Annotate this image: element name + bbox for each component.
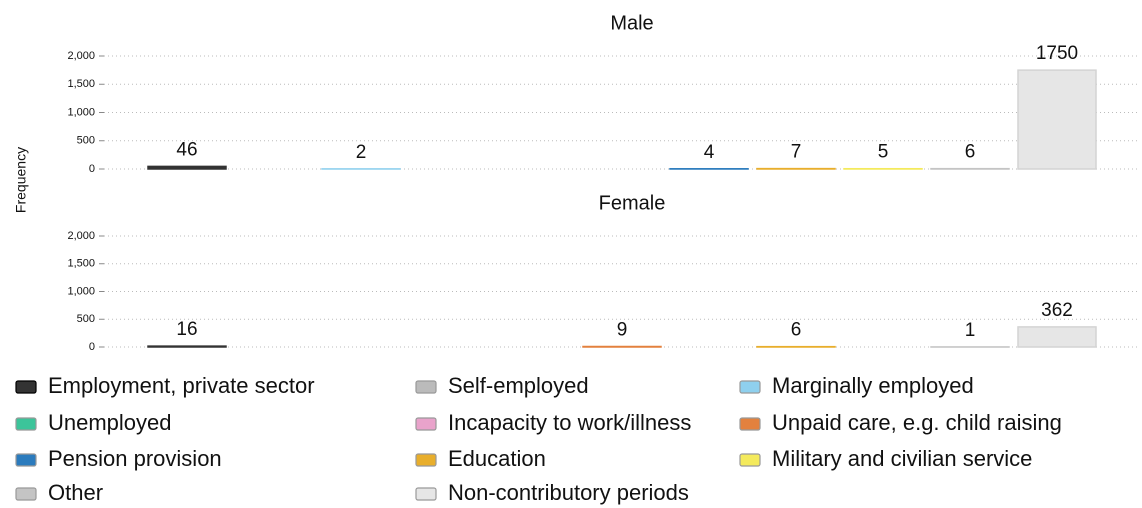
y-tick-label: 500 [77, 313, 95, 325]
bar [1017, 326, 1097, 348]
data-label: 9 [617, 320, 628, 341]
y-tick-label: 1,500 [67, 78, 95, 90]
legend-swatch [415, 487, 437, 501]
y-tick-label: 1,000 [67, 285, 95, 297]
y-tick-label: 2,000 [67, 50, 95, 62]
bar [147, 165, 227, 170]
legend-swatch [415, 417, 437, 431]
data-label: 1750 [1036, 43, 1078, 64]
legend-swatch [415, 380, 437, 394]
data-label: 5 [878, 142, 889, 163]
legend-swatch [739, 380, 761, 394]
data-label: 2 [356, 142, 367, 163]
y-tick-label: 1,000 [67, 106, 95, 118]
y-tick-label: 0 [89, 163, 95, 175]
data-label: 362 [1041, 300, 1073, 321]
panel-title: Female [599, 192, 666, 214]
legend-label: Military and civilian service [772, 446, 1032, 471]
legend-label: Employment, private sector [48, 373, 315, 398]
legend-label: Unpaid care, e.g. child raising [772, 410, 1062, 435]
legend-label: Marginally employed [772, 373, 974, 398]
legend-swatch [15, 380, 37, 394]
legend-label: Incapacity to work/illness [448, 410, 691, 435]
panel-title: Male [610, 12, 653, 34]
data-label: 4 [704, 142, 715, 163]
legend-label: Self-employed [448, 373, 589, 398]
data-label: 6 [791, 320, 802, 341]
legend-label: Pension provision [48, 446, 222, 471]
legend-swatch [15, 453, 37, 467]
y-tick-label: 0 [89, 341, 95, 353]
data-label: 1 [965, 320, 976, 341]
legend-swatch [15, 487, 37, 501]
legend-swatch [739, 417, 761, 431]
data-label: 6 [965, 142, 976, 163]
legend-label: Education [448, 446, 546, 471]
y-tick-label: 500 [77, 135, 95, 147]
data-label: 46 [176, 139, 197, 160]
y-tick-label: 2,000 [67, 230, 95, 242]
legend-label: Unemployed [48, 410, 172, 435]
bar [147, 345, 227, 348]
y-axis-label: Frequency [13, 147, 29, 213]
legend-swatch [415, 453, 437, 467]
legend-label: Non-contributory periods [448, 480, 689, 505]
legend-swatch [739, 453, 761, 467]
bar [1017, 69, 1097, 170]
data-label: 7 [791, 142, 802, 163]
data-label: 16 [176, 319, 197, 340]
legend-swatch [15, 417, 37, 431]
y-tick-label: 1,500 [67, 258, 95, 270]
legend-label: Other [48, 480, 103, 505]
